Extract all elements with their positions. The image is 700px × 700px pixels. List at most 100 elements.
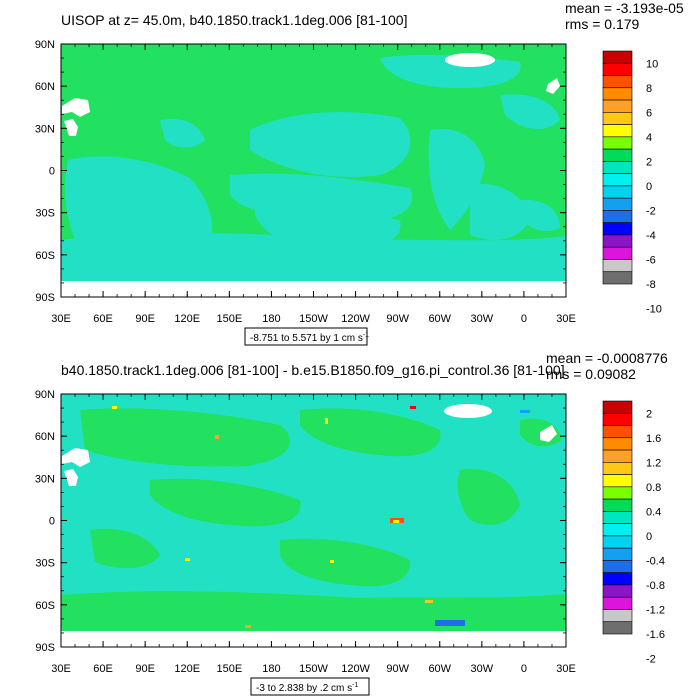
panel-1-colorbar-box (602, 246, 633, 260)
panel-2-lat-label: 30S (35, 558, 55, 570)
panel-2-colorbar-label: -1.2 (646, 604, 665, 616)
greenland-mask (445, 53, 495, 67)
panel-1-lat-label: 60S (35, 250, 55, 262)
anomaly-3 (215, 435, 219, 439)
panel-2-caption: -3 to 2.838 by .2 cm s-1 (250, 677, 370, 696)
panel-2-colorbar-box (602, 412, 633, 426)
panel-1-colorbar-label: -8 (646, 279, 656, 291)
panel-2-colorbar: 2 1.6 1.2 0.8 0.4 0 -0.4 -0.8 -1.2 -1.6 -2 (602, 400, 665, 666)
panel-2-lon-label: 60W (428, 663, 451, 675)
greenland-mask (444, 404, 492, 418)
panel-1-colorbar-label: -4 (646, 230, 656, 242)
panel-1-caption: -8.751 to 5.571 by 1 cm s-1 (244, 327, 369, 346)
panel-2-axes: 30E 60E 90E 120E 150E 180 150W 120W 90W 60W 30W 0 30… (35, 389, 576, 675)
panel-1-colorbar-label: 10 (646, 58, 658, 70)
coast-mask-3 (546, 78, 560, 94)
panel-1-colorbar-label: 8 (646, 83, 652, 95)
panel-1-lat-label: 30S (35, 208, 55, 220)
panel-1-lon-label: 30W (471, 313, 494, 325)
panel-2-lat-label: 90S (35, 642, 55, 654)
ocean-north-atlantic (500, 94, 560, 130)
anomaly-2 (393, 520, 399, 523)
anomaly-4 (410, 406, 416, 409)
panel-2-lon-label: 120W (341, 663, 370, 675)
panel-2-mean: mean = -0.0008776 (546, 350, 668, 366)
anomaly-6 (435, 620, 465, 626)
panel-2-lon-label: 150W (299, 663, 328, 675)
panel-2-colorbar-label: -1.6 (646, 629, 665, 641)
panel-2-colorbar-label: -0.4 (646, 555, 665, 567)
panel-1-lon-label: 150W (299, 313, 328, 325)
panel-2-colorbar-label: -0.8 (646, 580, 665, 592)
ocean-west-pacific (160, 118, 205, 148)
panel-2-title: b40.1850.track1.1deg.006 [81-100] - b.e1… (61, 362, 565, 378)
panel-2-lat-label: 30N (35, 473, 55, 485)
panel-1-lon-label: 30E (556, 313, 576, 325)
panel-1-lat-label: 60N (35, 81, 55, 93)
panel-2-lon-label: 30E (556, 663, 576, 675)
panel-1-colorbar-label: -2 (646, 205, 656, 217)
panel-2-colorbar-box (602, 425, 633, 439)
coast-mask-1 (62, 448, 90, 467)
panel-2-lon-label: 90E (135, 663, 155, 675)
panel-2-lat-label: 60S (35, 600, 55, 612)
panel-2-colorbar-label: -2 (646, 654, 656, 666)
panel-2-lon-label: 90W (386, 663, 409, 675)
panel-2-lon-label: 60E (93, 663, 113, 675)
panel-2-map (61, 394, 566, 647)
panel-1-ocean-patches (61, 54, 566, 282)
panel-2-lon-label: 150E (216, 663, 242, 675)
panel-2-lat-label: 60N (35, 431, 55, 443)
patch-indian (90, 528, 160, 569)
anomaly-7 (425, 600, 433, 603)
panel-1-lon-label: 180 (262, 313, 280, 325)
panel-1-caption-box (244, 327, 368, 346)
coast-mask-1 (62, 98, 90, 117)
panel-1-colorbar-box (602, 222, 633, 236)
ocean-south-pacific (255, 205, 401, 251)
ocean-south-band (61, 233, 566, 282)
panel-1-colorbar: 10 8 6 4 2 0 -2 -4 -6 -8 -10 (602, 50, 662, 316)
panel-1-lon-label: 0 (521, 313, 527, 325)
patch-north-pacific (300, 408, 441, 457)
panel-2-colorbar-box (602, 449, 633, 463)
panel-1-lon-label: 60E (93, 313, 113, 325)
panel-1-colorbar-box (602, 197, 633, 211)
panel-2-colorbar-box (602, 511, 633, 524)
panel-2-colorbar-box (602, 400, 633, 414)
panel-2-colorbar-box (602, 498, 633, 512)
panel-2-colorbar-box (602, 523, 633, 537)
panel-1-colorbar-box (602, 173, 633, 187)
panel-2-colorbar-box (602, 621, 633, 635)
patch-south-pacific (280, 538, 411, 587)
ocean-south-atlantic (470, 184, 530, 240)
panel-2-colorbar-label: 1.2 (646, 457, 661, 469)
panel-1-colorbar-box (602, 210, 633, 223)
panel-2-colorbar-box (602, 474, 633, 488)
anomaly-5 (112, 406, 117, 409)
coast-mask-2 (64, 119, 78, 136)
panel-2-colorbar-box (602, 486, 633, 500)
panel-1: UISOP at z= 45.0m, b40.1850.track1.1deg.… (35, 0, 684, 346)
panel-1-title: UISOP at z= 45.0m, b40.1850.track1.1deg.… (61, 12, 407, 28)
panel-2-lat-label: 90N (35, 389, 55, 401)
panel-1-lon-label: 60W (428, 313, 451, 325)
panel-2-colorbar-box (602, 560, 633, 573)
panel-2-lon-label: 180 (262, 663, 280, 675)
coast-mask-2 (64, 469, 78, 486)
anomaly-10 (520, 410, 530, 413)
panel-2-lon-label: 120E (174, 663, 200, 675)
panel-1-axes: 30E 60E 90E 120E 150E 180 150W 120W 90W 60W 30W 0 30… (35, 39, 576, 325)
patch-equatorial (150, 478, 301, 527)
anomaly-9 (245, 625, 251, 628)
panel-1-map (61, 44, 566, 297)
panel-1-lat-label: 0 (49, 166, 55, 178)
panel-1-colorbar-box (602, 271, 633, 285)
ocean-atlantic (428, 129, 485, 230)
panel-1-colorbar-box (602, 75, 633, 89)
panel-1-lat-label: 90N (35, 39, 55, 51)
panel-2: b40.1850.track1.1deg.006 [81-100] - b.e1… (35, 350, 668, 696)
panel-2-rms: rms = 0.09082 (546, 366, 636, 382)
panel-1-colorbar-label: -6 (646, 254, 656, 266)
